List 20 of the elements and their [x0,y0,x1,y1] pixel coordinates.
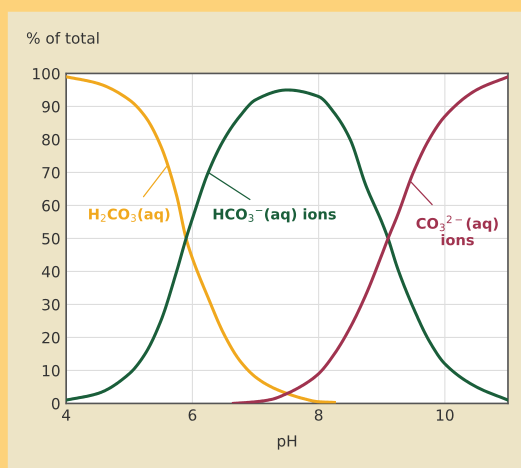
y-tick-label: 100 [33,68,60,80]
y-tick-label: 90 [42,100,60,112]
y-tick-label: 10 [42,364,60,376]
x-tick-label: 8 [314,409,322,421]
y-tick-label: 30 [42,298,60,310]
legend-label: CO$_{3}$$^{2−}$(aq) ions [416,216,498,246]
y-tick-label: 40 [42,266,60,278]
y-tick-label: 50 [42,232,60,244]
y-tick-label: 20 [42,332,60,344]
x-tick-label: 4 [62,409,70,421]
legend-label: H$_{2}$CO$_{3}$(aq) [89,208,170,222]
x-axis-title: pH [278,435,296,450]
y-tick-label: 60 [42,200,60,212]
y-tick-label: 70 [42,166,60,178]
legend-label: HCO$_{3}$$^{−}$(aq) ions [214,208,336,222]
x-tick-label: 10 [436,409,454,421]
y-tick-label: 80 [42,134,60,146]
x-tick-label: 6 [188,409,196,421]
y-axis-title: % of total [26,32,99,44]
y-tick-label: 0 [52,398,60,410]
